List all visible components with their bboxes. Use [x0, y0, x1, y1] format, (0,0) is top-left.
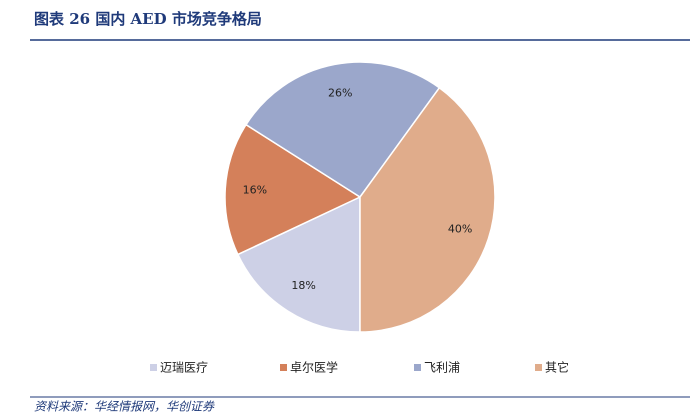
- pie-slice: [359, 86, 496, 333]
- legend-label: 迈瑞医疗: [160, 361, 208, 375]
- data-label: 26%: [328, 87, 352, 100]
- pie-slice: [244, 61, 441, 199]
- legend-label: 飞利浦: [424, 361, 460, 375]
- chart-title: 图表 26 国内 AED 市场竞争格局: [34, 10, 262, 28]
- source: 资料来源：华经情报网，华创证券: [34, 400, 215, 414]
- legend-label: 卓尔医学: [290, 360, 338, 375]
- data-label: 40%: [448, 223, 472, 236]
- data-label: 16%: [243, 183, 267, 196]
- legend-swatch: [150, 364, 157, 371]
- legend-swatch: [414, 364, 421, 371]
- pie-slice: [224, 123, 362, 256]
- legend-swatch: [535, 364, 542, 371]
- legend-label: 其它: [545, 360, 569, 375]
- pie-slice: [236, 195, 361, 333]
- legend-swatch: [280, 364, 287, 371]
- data-label: 18%: [291, 279, 315, 292]
